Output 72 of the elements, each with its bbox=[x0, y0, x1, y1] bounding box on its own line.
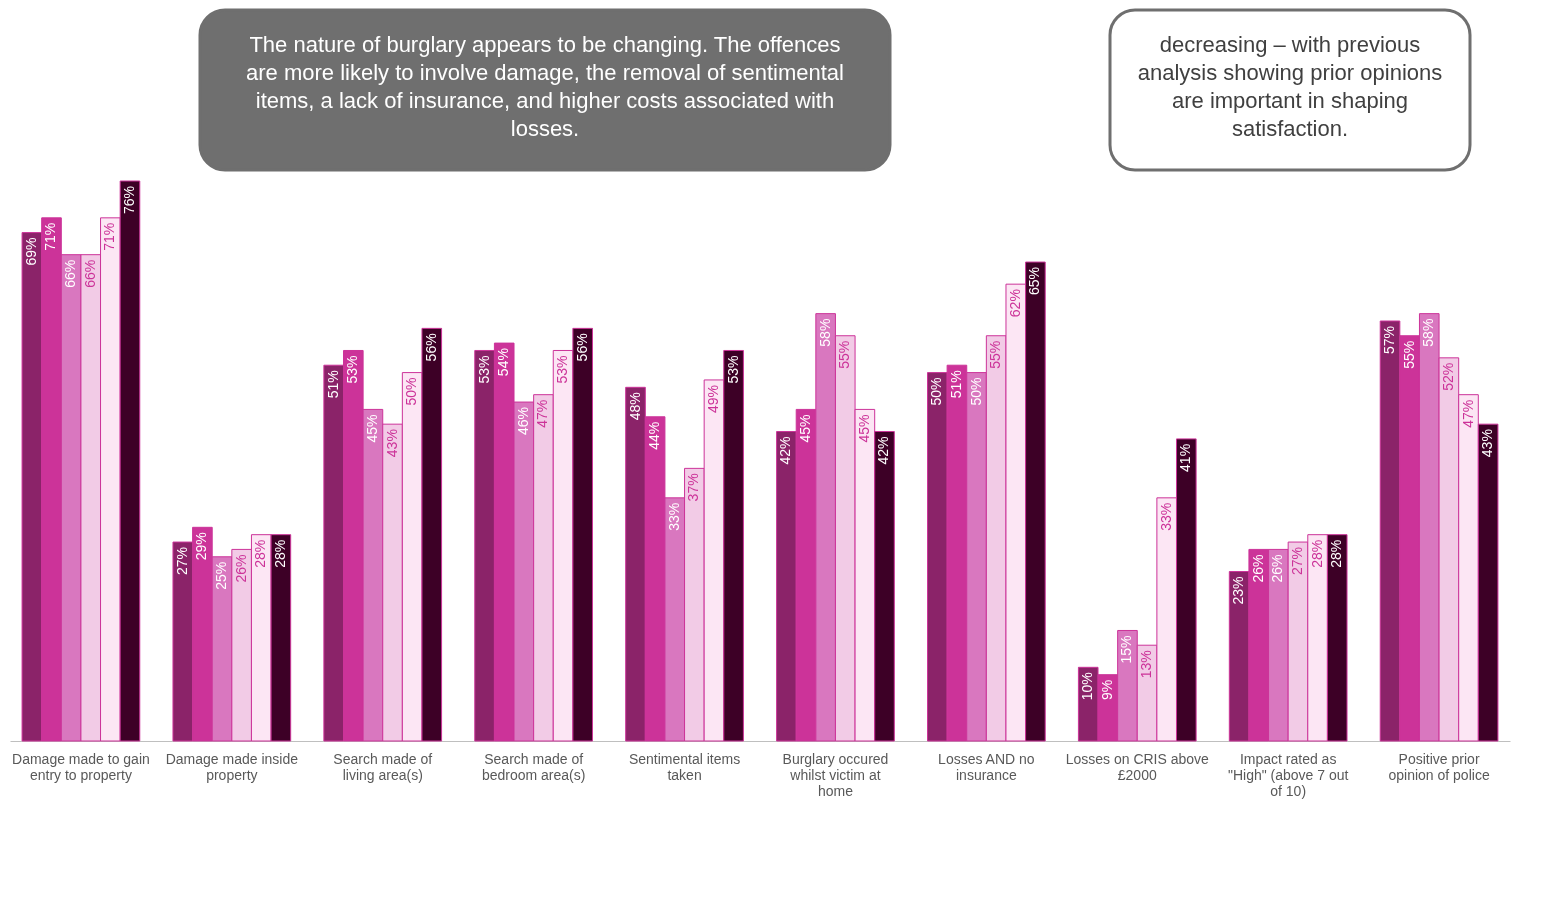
data-label: 52% bbox=[1439, 362, 1456, 391]
data-label: 29% bbox=[193, 532, 210, 561]
data-label: 51% bbox=[947, 370, 964, 399]
data-label: 53% bbox=[724, 355, 741, 384]
data-label: 71% bbox=[42, 222, 59, 251]
data-label: 28% bbox=[1308, 539, 1325, 568]
data-label: 49% bbox=[704, 384, 721, 413]
data-label: 48% bbox=[626, 392, 643, 421]
x-tick-label: Losses AND no insurance bbox=[938, 751, 1035, 783]
x-tick-label: Search made of living area(s) bbox=[333, 751, 433, 783]
data-label: 50% bbox=[967, 377, 984, 406]
data-label: 25% bbox=[213, 561, 230, 590]
x-tick-label: Burglary occured whilst victim at home bbox=[782, 751, 889, 799]
x-tick-label: Losses on CRIS above £2000 bbox=[1065, 751, 1210, 783]
data-label: 44% bbox=[646, 421, 663, 450]
text: The nature of burglary appears to be changing. The offences are more likely to involve damage, the removal of sentimental items, a lack of insurance, and higher costs associated with losses. bbox=[246, 32, 844, 141]
data-label: 50% bbox=[928, 377, 945, 406]
x-tick-label: Damage made inside property bbox=[165, 751, 299, 783]
data-label: 33% bbox=[665, 502, 682, 531]
data-label: 41% bbox=[1177, 443, 1194, 472]
data-label: 15% bbox=[1118, 635, 1135, 664]
data-label: 62% bbox=[1006, 289, 1023, 318]
data-label: 56% bbox=[573, 333, 590, 362]
data-label: 54% bbox=[495, 348, 512, 377]
data-label: 45% bbox=[797, 414, 814, 443]
data-label: 55% bbox=[1400, 340, 1417, 369]
data-label: 26% bbox=[232, 554, 249, 583]
data-label: 42% bbox=[875, 436, 892, 465]
data-label: 45% bbox=[363, 414, 380, 443]
data-label: 43% bbox=[383, 429, 400, 458]
x-tick-label: Sentimental items taken bbox=[628, 751, 741, 783]
data-label: 71% bbox=[101, 222, 118, 251]
data-label: 66% bbox=[62, 259, 79, 288]
data-label: 53% bbox=[554, 355, 571, 384]
data-label: 10% bbox=[1079, 672, 1096, 701]
data-label: 37% bbox=[685, 473, 702, 502]
data-label: 28% bbox=[271, 539, 288, 568]
data-label: 13% bbox=[1138, 650, 1155, 679]
text: decreasing – with previous analysis showing prior opinions are important in shaping satisfaction. bbox=[1137, 32, 1443, 141]
data-label: 47% bbox=[534, 399, 551, 428]
data-label: 27% bbox=[1288, 547, 1305, 576]
data-label: 47% bbox=[1459, 399, 1476, 428]
data-label: 46% bbox=[514, 407, 531, 436]
x-tick-label: Impact rated as "High" (above 7 out of 10) bbox=[1227, 751, 1349, 799]
data-label: 28% bbox=[252, 539, 269, 568]
data-label: 55% bbox=[987, 340, 1004, 369]
data-label: 42% bbox=[777, 436, 794, 465]
data-label: 51% bbox=[324, 370, 341, 399]
x-tick-label: Damage made to gain entry to property bbox=[12, 751, 150, 783]
data-label: 28% bbox=[1328, 539, 1345, 568]
data-label: 9% bbox=[1098, 679, 1115, 700]
data-label: 56% bbox=[422, 333, 439, 362]
data-label: 26% bbox=[1249, 554, 1266, 583]
data-label: 65% bbox=[1026, 267, 1043, 296]
data-label: 66% bbox=[81, 259, 98, 288]
data-label: 58% bbox=[1420, 318, 1437, 347]
data-label: 43% bbox=[1479, 429, 1496, 458]
data-label: 26% bbox=[1269, 554, 1286, 583]
x-tick-label: Search made of bedroom area(s) bbox=[481, 751, 586, 783]
data-label: 58% bbox=[816, 318, 833, 347]
data-label: 57% bbox=[1381, 326, 1398, 355]
data-label: 53% bbox=[475, 355, 492, 384]
data-label: 23% bbox=[1230, 576, 1247, 605]
data-label: 69% bbox=[22, 237, 39, 266]
data-label: 50% bbox=[403, 377, 420, 406]
data-label: 27% bbox=[173, 547, 190, 576]
data-label: 76% bbox=[120, 186, 137, 215]
data-label: 45% bbox=[855, 414, 872, 443]
data-label: 33% bbox=[1157, 502, 1174, 531]
data-label: 55% bbox=[836, 340, 853, 369]
x-tick-label: Positive prior opinion of police bbox=[1388, 751, 1490, 783]
data-label: 53% bbox=[344, 355, 361, 384]
